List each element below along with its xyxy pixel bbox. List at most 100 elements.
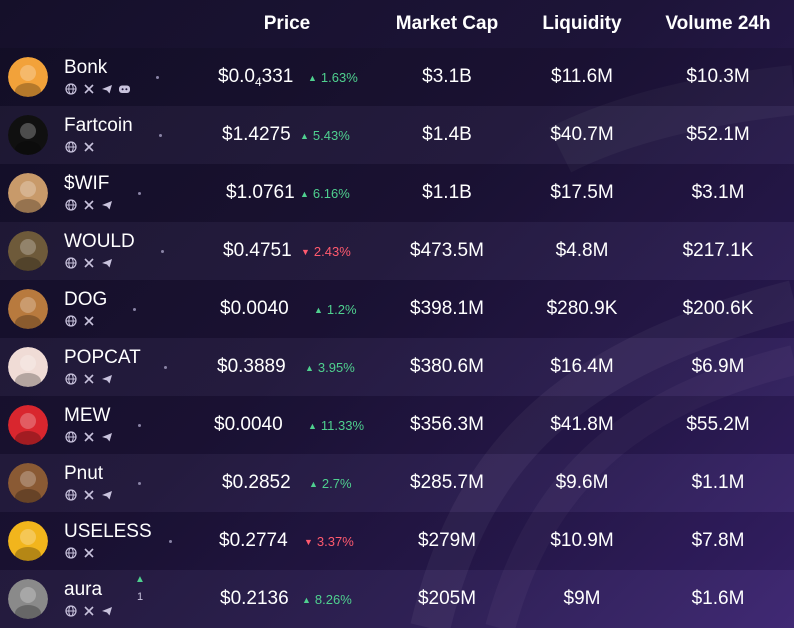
- price-change-value: 1.63%: [320, 70, 358, 85]
- market-cap-value: $205M: [417, 588, 477, 609]
- x-icon[interactable]: [82, 314, 95, 327]
- globe-icon[interactable]: [64, 256, 77, 269]
- table-row[interactable]: aura ▲ 1 $0.2136 ▲ 8.26% $205M $9M $1.6M: [0, 570, 794, 628]
- globe-icon[interactable]: [64, 314, 77, 327]
- token-name[interactable]: Fartcoin: [64, 115, 133, 136]
- rank-change-value: 1: [136, 591, 144, 603]
- token-name[interactable]: Bonk: [64, 57, 108, 78]
- token-name[interactable]: Pnut: [64, 463, 104, 484]
- volume-value: $10.3M: [686, 66, 750, 87]
- globe-icon[interactable]: [64, 546, 77, 559]
- table-header: Price Market Cap Liquidity Volume 24h: [0, 0, 794, 48]
- token-name[interactable]: $WIF: [64, 173, 110, 194]
- x-icon[interactable]: [82, 546, 95, 559]
- token-price: $0.04331: [218, 66, 293, 89]
- globe-icon[interactable]: [64, 604, 77, 617]
- token-price: $0.2774: [219, 530, 288, 553]
- market-cap-value: $1.1B: [422, 182, 472, 203]
- token-price: $0.3889: [217, 356, 286, 379]
- market-cap-value: $285.7M: [410, 472, 484, 493]
- header-volume-24h[interactable]: Volume 24h: [665, 13, 771, 34]
- triangle-up-icon: ▲: [300, 189, 309, 199]
- x-icon[interactable]: [82, 140, 95, 153]
- liquidity-value: $11.6M: [551, 66, 613, 87]
- table-row[interactable]: Bonk $0.04331 ▲ 1.63% $3.1B $11.6M $10.3M: [0, 48, 794, 106]
- telegram-icon[interactable]: [100, 82, 113, 95]
- liquidity-value: $9M: [563, 588, 601, 609]
- x-icon[interactable]: [82, 488, 95, 501]
- status-dot: [138, 482, 141, 485]
- telegram-icon[interactable]: [100, 256, 113, 269]
- x-icon[interactable]: [82, 256, 95, 269]
- globe-icon[interactable]: [64, 430, 77, 443]
- price-main: $0.2136: [220, 588, 289, 609]
- token-price: $0.0040: [214, 414, 283, 437]
- table-row[interactable]: USELESS $0.2774 ▼ 3.37% $279M $10.9M $7.8M: [0, 512, 794, 570]
- social-links: [64, 314, 95, 327]
- table-row[interactable]: POPCAT $0.3889 ▲ 3.95% $380.6M $16.4M $6.9M: [0, 338, 794, 396]
- globe-icon[interactable]: [64, 372, 77, 385]
- price-change: ▲ 8.26%: [302, 592, 352, 607]
- header-price[interactable]: Price: [263, 13, 311, 34]
- table-row[interactable]: Fartcoin $1.4275 ▲ 5.43% $1.4B $40.7M $52.1M: [0, 106, 794, 164]
- telegram-icon[interactable]: [100, 198, 113, 211]
- price-main: $1.0761: [226, 182, 295, 203]
- liquidity-value: $9.6M: [555, 472, 609, 493]
- discord-icon[interactable]: [118, 82, 131, 95]
- price-change: ▲ 1.2%: [314, 302, 357, 317]
- market-cap-value: $398.1M: [410, 298, 484, 319]
- token-name[interactable]: WOULD: [64, 231, 135, 252]
- price-change: ▲ 3.95%: [305, 360, 355, 375]
- rank-up-icon: ▲: [135, 574, 145, 585]
- token-price: $0.2852: [222, 472, 291, 495]
- header-market-cap[interactable]: Market Cap: [395, 13, 499, 34]
- token-name[interactable]: MEW: [64, 405, 111, 426]
- price-zero-count: 4: [254, 75, 262, 89]
- token-name[interactable]: DOG: [64, 289, 108, 310]
- x-icon[interactable]: [82, 198, 95, 211]
- telegram-icon[interactable]: [100, 604, 113, 617]
- x-icon[interactable]: [82, 430, 95, 443]
- token-name[interactable]: USELESS: [64, 521, 152, 542]
- table-row[interactable]: Pnut $0.2852 ▲ 2.7% $285.7M $9.6M $1.1M: [0, 454, 794, 512]
- token-avatar: [8, 173, 48, 213]
- x-icon[interactable]: [82, 604, 95, 617]
- price-change: ▲ 11.33%: [308, 418, 364, 433]
- globe-icon[interactable]: [64, 488, 77, 501]
- liquidity-value: $280.9K: [546, 298, 618, 319]
- triangle-up-icon: ▲: [305, 363, 314, 373]
- table-row[interactable]: MEW $0.0040 ▲ 11.33% $356.3M $41.8M $55.2M: [0, 396, 794, 454]
- table-row[interactable]: DOG $0.0040 ▲ 1.2% $398.1M $280.9K $200.6K: [0, 280, 794, 338]
- x-icon[interactable]: [82, 372, 95, 385]
- globe-icon[interactable]: [64, 82, 77, 95]
- price-main: $0.3889: [217, 356, 286, 377]
- token-price: $0.0040: [220, 298, 289, 321]
- price-change-value: 6.16%: [312, 186, 350, 201]
- price-main: $0.2852: [222, 472, 291, 493]
- liquidity-value: $10.9M: [550, 530, 614, 551]
- volume-value: $55.2M: [686, 414, 750, 435]
- token-name[interactable]: aura: [64, 579, 103, 600]
- token-avatar: [8, 405, 48, 445]
- volume-value: $200.6K: [682, 298, 754, 319]
- rank-change: ▲ 1: [132, 574, 148, 603]
- status-dot: [156, 76, 159, 79]
- table-row[interactable]: WOULD $0.4751 ▼ 2.43% $473.5M $4.8M $217.1K: [0, 222, 794, 280]
- x-icon[interactable]: [82, 82, 95, 95]
- globe-icon[interactable]: [64, 140, 77, 153]
- market-cap-value: $356.3M: [410, 414, 484, 435]
- price-change: ▼ 3.37%: [304, 534, 354, 549]
- telegram-icon[interactable]: [100, 372, 113, 385]
- telegram-icon[interactable]: [100, 430, 113, 443]
- social-links: [64, 372, 113, 385]
- token-name[interactable]: POPCAT: [64, 347, 141, 368]
- telegram-icon[interactable]: [100, 488, 113, 501]
- volume-value: $7.8M: [691, 530, 745, 551]
- token-avatar: [8, 521, 48, 561]
- table-row[interactable]: $WIF $1.0761 ▲ 6.16% $1.1B $17.5M $3.1M: [0, 164, 794, 222]
- globe-icon[interactable]: [64, 198, 77, 211]
- volume-value: $1.6M: [691, 588, 745, 609]
- price-change: ▲ 2.7%: [309, 476, 352, 491]
- header-liquidity[interactable]: Liquidity: [542, 13, 622, 34]
- price-main: $0.0040: [214, 414, 283, 435]
